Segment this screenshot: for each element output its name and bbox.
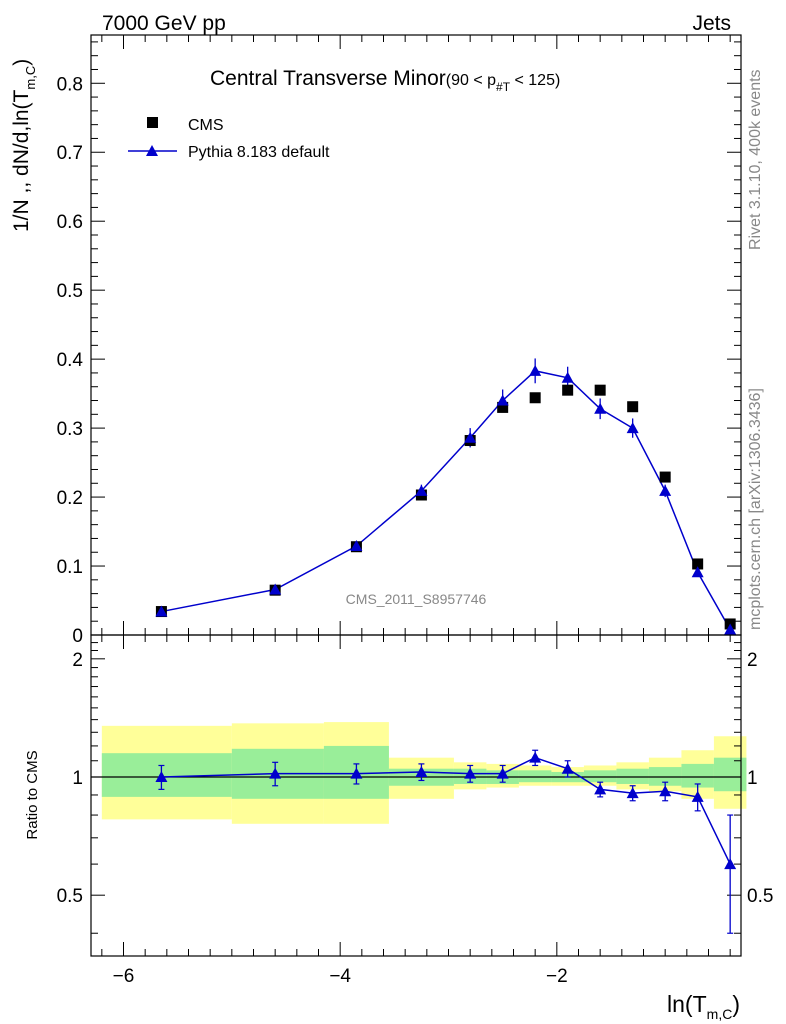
cms-data-point: [659, 471, 671, 483]
ratio-y-tick-label-right: 1: [747, 768, 758, 789]
main-y-label: 1/N ,, dN/d,ln(Tm,C): [10, 59, 38, 232]
x-axis-label-text: ln(T: [667, 991, 707, 1017]
ratio-y-tick-label: 2: [72, 650, 83, 671]
ratio-mc-point: [529, 751, 542, 763]
rivet-label: Rivet 3.1.10, 400k events: [747, 69, 764, 250]
mc-data-point: [724, 623, 737, 635]
mc-data-point: [496, 394, 509, 406]
x-tick-label: −6: [113, 966, 135, 987]
legend-mc-marker: [146, 145, 158, 156]
x-axis-label: ln(Tm,C): [667, 991, 740, 1022]
main-y-tick-label: 0.1: [57, 557, 83, 578]
ratio-y-label: Ratio to CMS: [24, 750, 41, 839]
process-label: Jets: [692, 12, 731, 35]
title-cut-sub: #T: [496, 80, 511, 94]
ratio-mc-point: [626, 787, 639, 799]
x-tick-label: −2: [546, 966, 568, 987]
ratio-mc-point: [496, 767, 509, 779]
mc-data-point: [155, 605, 168, 617]
ratio-mc-point: [415, 765, 428, 777]
legend-cms-marker: [147, 117, 158, 128]
cms-data-point: [497, 401, 509, 413]
ratio-band-inner: [616, 768, 649, 784]
mc-data-point: [529, 364, 542, 376]
ratio-mc-point: [350, 767, 363, 779]
mc-data-point: [561, 371, 574, 383]
main-y-label-end: ): [10, 59, 33, 66]
site-label: mcplots.cern.ch [arXiv:1306.3436]: [747, 388, 764, 630]
cms-data-point: [594, 384, 606, 396]
ratio-mc-point: [269, 767, 282, 779]
ratio-mc-point: [724, 858, 737, 870]
title-cut-end: < 125): [510, 72, 560, 89]
ratio-mc-point: [691, 790, 704, 802]
x-axis-label-end: ): [732, 991, 740, 1017]
mc-data-point: [659, 484, 672, 496]
title-main-text: Central Transverse Minor: [210, 67, 446, 90]
mc-data-point: [269, 583, 282, 595]
main-y-tick-label: 0.6: [57, 212, 83, 233]
cms-data-point: [529, 392, 541, 404]
ratio-panel: 0.5 0.5 1 1 2 2 −6 −4 −2: [57, 634, 773, 987]
legend: CMS Pythia 8.183 default: [128, 117, 330, 161]
main-y-tick-label: 0.7: [57, 143, 83, 164]
ratio-y-tick-label: 1: [72, 768, 83, 789]
cms-data-point: [627, 401, 639, 413]
main-y-tick-label: 0.2: [57, 488, 83, 509]
main-y-tick-label: 0.3: [57, 419, 83, 440]
main-panel: 0 0.1 0.2 0.3 0.4 0.5 0.6 0.7 0.8: [57, 34, 742, 647]
ratio-mc-point: [659, 785, 672, 797]
plot-id-watermark: CMS_2011_S8957746: [346, 591, 487, 607]
mc-data-point: [594, 402, 607, 414]
ratio-band-inner: [583, 770, 617, 783]
ratio-y-tick-label-right: 2: [747, 650, 758, 671]
main-y-tick-label: 0.8: [57, 74, 83, 95]
mc-data-point: [626, 422, 639, 434]
mc-data-point: [464, 431, 477, 443]
mc-data-point: [350, 540, 363, 552]
cms-data-point: [562, 384, 574, 396]
main-y-tick-label: 0.4: [57, 350, 84, 371]
ratio-band-inner: [681, 763, 714, 788]
ratio-frame: [90, 634, 742, 957]
ratio-mc-point: [561, 762, 574, 774]
ratio-y-tick-label: 0.5: [57, 886, 83, 907]
energy-label: 7000 GeV pp: [102, 12, 226, 35]
main-y-tick-label: 0.5: [57, 281, 83, 302]
ratio-mc-point: [464, 767, 477, 779]
x-axis-label-sub: m,C: [707, 1006, 733, 1022]
main-title: Central Transverse Minor(90 < p#T < 125): [210, 67, 560, 94]
title-cut-text: (90 < p: [446, 72, 496, 89]
cms-data-point: [692, 558, 704, 570]
ratio-band-inner: [518, 770, 552, 783]
main-y-tick-label: 0: [72, 626, 83, 647]
x-tick-label: −4: [329, 966, 351, 987]
ratio-mc-point: [594, 783, 607, 795]
main-y-label-text: 1/N ,, dN/d,ln(T: [10, 89, 33, 232]
main-y-label-sub: m,C: [23, 66, 38, 90]
legend-mc-label: Pythia 8.183 default: [188, 144, 330, 161]
mc-data-point: [415, 484, 428, 496]
legend-cms-label: CMS: [188, 117, 224, 134]
ratio-y-tick-label-right: 0.5: [747, 886, 773, 907]
mc-data-point: [691, 566, 704, 578]
ratio-mc-point: [155, 771, 168, 783]
